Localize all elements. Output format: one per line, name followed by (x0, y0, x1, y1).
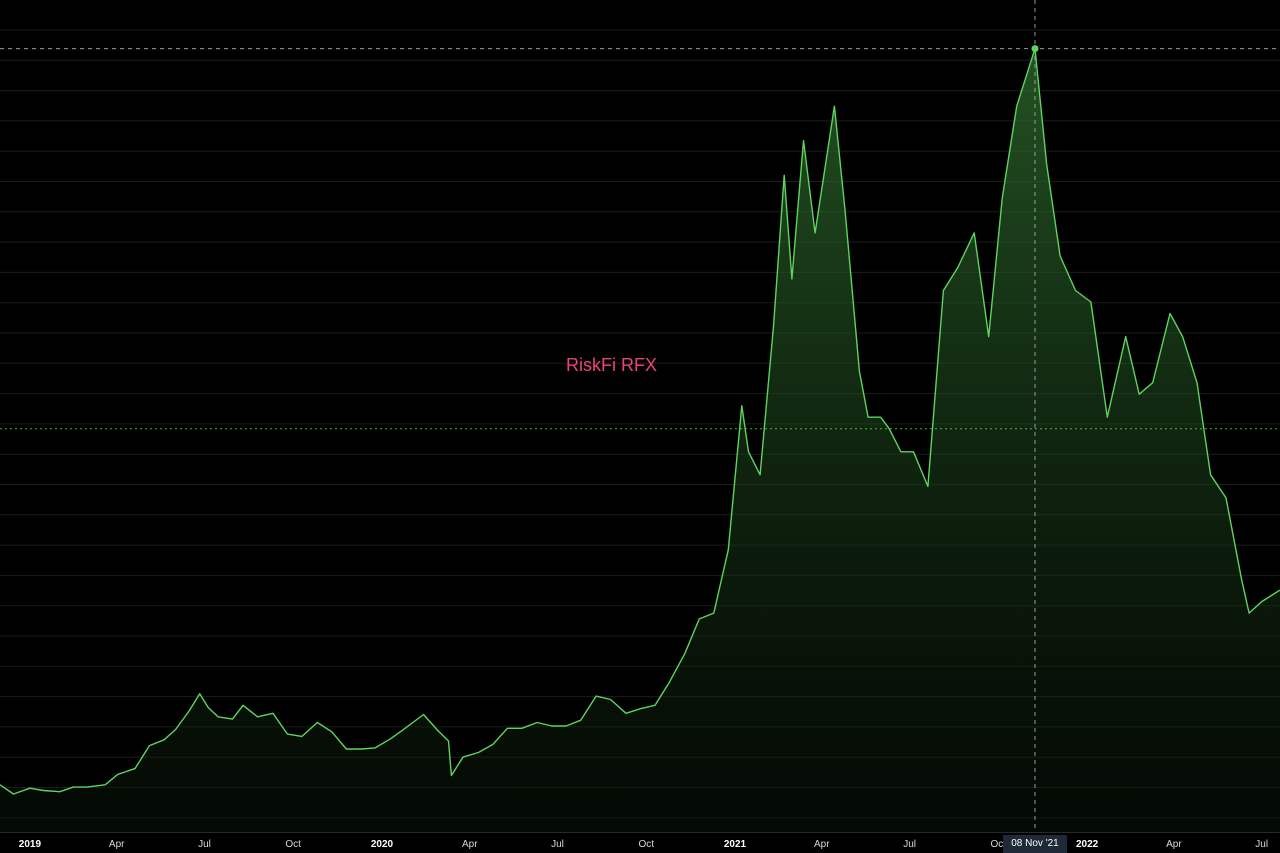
x-tick-label: Apr (1166, 839, 1182, 850)
crosshair-point (1031, 45, 1039, 53)
x-tick-label: Jul (551, 839, 564, 850)
x-tick-label: Apr (109, 839, 125, 850)
x-tick-label: Apr (814, 839, 830, 850)
x-tick-label: 2022 (1076, 839, 1099, 850)
x-tick-label: Jul (903, 839, 916, 850)
x-tick-label: 2021 (724, 839, 747, 850)
chart-title: RiskFi RFX (566, 355, 657, 375)
x-axis-ticks: 2019 Apr Jul Oct 2020 Apr Jul Oct 2021 Apr Jul Oct 2… (19, 839, 1268, 850)
x-tick-label: Oct (639, 839, 655, 850)
x-tick-label: Oct (285, 839, 301, 850)
x-tick-label: Apr (462, 839, 478, 850)
x-tick-label: 2020 (371, 839, 394, 850)
x-tick-label: 2019 (19, 839, 42, 850)
x-tick-label: Jul (1255, 839, 1268, 850)
x-tick-label: Jul (198, 839, 211, 850)
crosshair-date-label: 08 Nov '21 (1003, 835, 1067, 853)
x-tick-label: Oct (991, 839, 1007, 850)
price-line (0, 47, 1280, 795)
price-area-fill (0, 48, 1280, 833)
